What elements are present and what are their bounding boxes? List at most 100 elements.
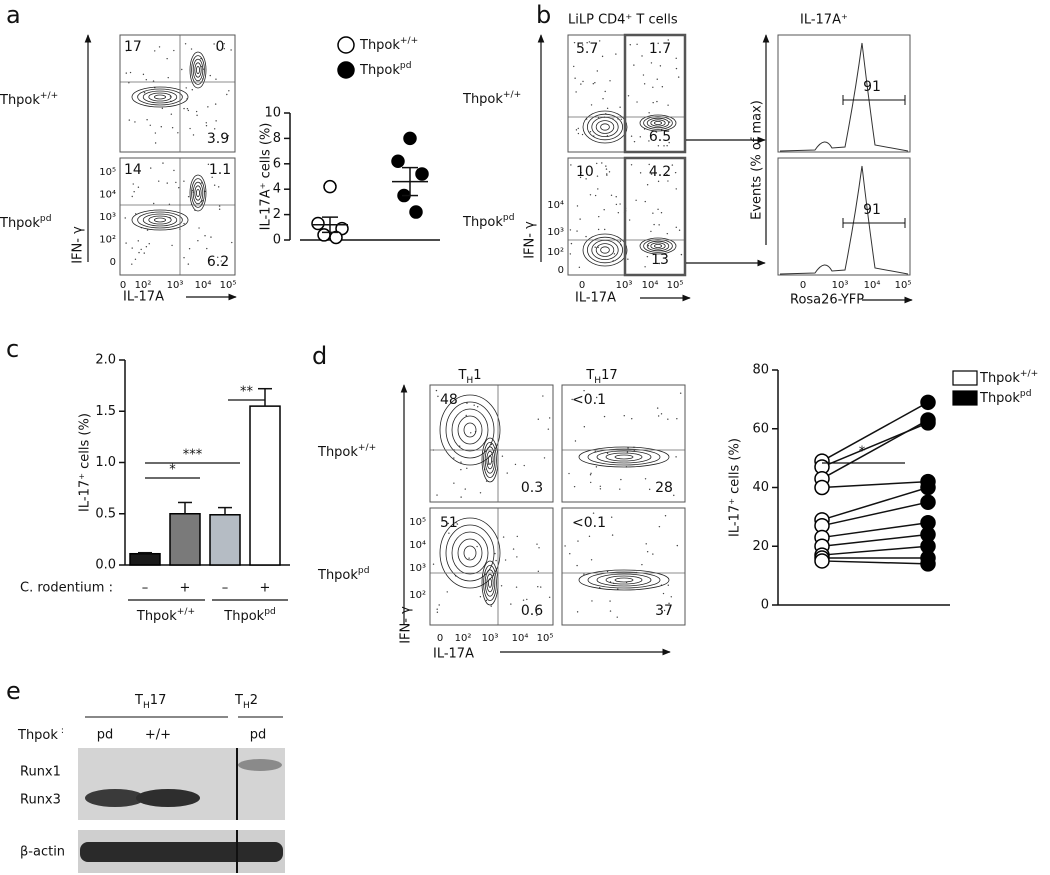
event-dot xyxy=(590,472,592,475)
contour xyxy=(605,452,643,462)
label: 6.2 xyxy=(207,254,229,270)
event-dot xyxy=(140,248,142,251)
event-dot xyxy=(656,407,659,409)
event-dot xyxy=(627,258,629,260)
event-dot xyxy=(657,208,659,211)
event-dot xyxy=(604,90,606,93)
event-dot xyxy=(591,600,593,602)
event-dot xyxy=(577,132,580,135)
significance-label: * xyxy=(169,463,176,478)
event-dot xyxy=(630,135,633,137)
event-dot xyxy=(145,246,148,248)
event-dot xyxy=(644,266,646,268)
event-dot xyxy=(187,263,190,265)
event-dot xyxy=(648,140,650,142)
event-dot xyxy=(137,186,140,188)
event-dot xyxy=(594,246,596,248)
event-dot xyxy=(150,167,152,169)
label: 1.1 xyxy=(209,162,231,178)
event-dot xyxy=(166,182,168,184)
event-dot xyxy=(594,82,596,84)
label: 51 xyxy=(440,515,458,531)
contour xyxy=(587,113,624,141)
label: 10² xyxy=(547,247,564,258)
event-dot xyxy=(674,171,677,174)
event-dot xyxy=(645,543,647,545)
label: 10³ xyxy=(409,563,426,574)
y-tick-label: 2.0 xyxy=(95,353,116,368)
contour xyxy=(195,66,200,75)
event-dot xyxy=(576,205,579,207)
label: 0 xyxy=(558,265,564,276)
event-dot xyxy=(540,586,542,588)
y-tick-label: 60 xyxy=(752,421,769,436)
event-dot xyxy=(615,196,617,198)
event-dot xyxy=(615,203,618,206)
event-dot xyxy=(581,44,584,46)
event-dot xyxy=(657,415,660,417)
label: 10³ xyxy=(547,227,564,238)
event-dot xyxy=(178,187,180,189)
event-dot xyxy=(131,263,133,265)
legend-marker xyxy=(952,370,978,386)
label: 28 xyxy=(655,480,673,496)
event-dot xyxy=(568,472,570,475)
contour xyxy=(445,524,495,582)
event-dot xyxy=(564,545,566,547)
event-dot xyxy=(620,118,623,121)
event-dot xyxy=(598,40,601,42)
legend-label: Thpokpd xyxy=(359,61,411,78)
event-dot xyxy=(590,559,593,561)
event-dot xyxy=(502,536,505,538)
event-dot xyxy=(642,74,645,76)
contour xyxy=(483,441,497,478)
contour xyxy=(439,394,501,466)
event-dot xyxy=(138,251,140,254)
event-dot xyxy=(596,162,598,165)
event-dot xyxy=(573,41,576,44)
event-dot xyxy=(619,240,622,242)
significance-label: * xyxy=(859,445,866,460)
event-dot xyxy=(537,586,539,588)
label: Events (% of max) xyxy=(750,100,765,220)
event-dot xyxy=(171,127,174,129)
contour xyxy=(484,569,496,597)
event-dot xyxy=(595,396,598,399)
event-dot xyxy=(217,186,220,188)
event-dot xyxy=(597,188,599,190)
event-dot xyxy=(589,194,592,196)
contour xyxy=(131,209,189,231)
event-dot xyxy=(666,232,669,235)
contour xyxy=(142,213,178,227)
event-dot xyxy=(436,608,438,610)
event-dot xyxy=(479,595,482,598)
contour xyxy=(451,531,489,575)
event-dot xyxy=(456,523,459,525)
y-axis-label: IL-17A⁺ cells (%) xyxy=(259,123,274,231)
event-dot xyxy=(167,76,169,79)
event-dot xyxy=(652,86,654,89)
event-dot xyxy=(537,608,540,610)
event-dot xyxy=(576,230,578,232)
y-axis-label: IL-17⁺ cells (%) xyxy=(728,438,743,537)
y-tick-label: 4 xyxy=(273,182,281,197)
group-label: Thpok+/+ xyxy=(136,607,195,624)
event-dot xyxy=(162,162,164,164)
event-dot xyxy=(205,122,207,124)
contour xyxy=(639,114,677,132)
label: 10³ xyxy=(832,280,849,291)
contour xyxy=(646,117,670,129)
event-dot xyxy=(191,89,193,91)
event-dot xyxy=(657,180,660,183)
contour xyxy=(654,243,663,248)
event-dot xyxy=(504,559,507,561)
contour xyxy=(192,181,204,205)
event-dot xyxy=(446,591,448,593)
y-tick-label: 2 xyxy=(273,207,281,222)
label: 13 xyxy=(651,252,669,268)
event-dot xyxy=(215,120,217,122)
dot xyxy=(409,205,423,219)
dot xyxy=(329,230,343,245)
event-dot xyxy=(599,488,602,490)
contour xyxy=(142,90,178,104)
